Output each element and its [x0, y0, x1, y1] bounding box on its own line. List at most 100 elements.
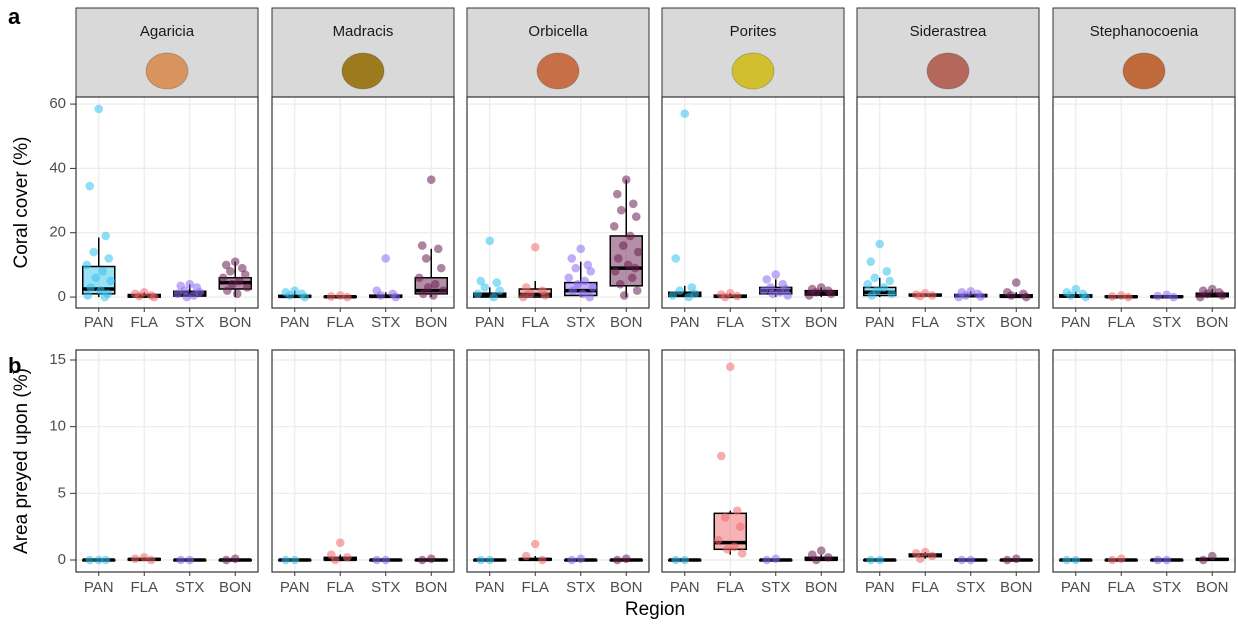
point	[427, 554, 436, 563]
point	[219, 273, 228, 282]
point	[783, 291, 792, 300]
figure: aCoral cover (%)0204060AgariciaPANFLASTX…	[0, 0, 1238, 624]
x-tick-label: FLA	[521, 579, 549, 596]
point	[714, 536, 723, 545]
point	[721, 293, 730, 302]
plot-bg	[467, 350, 649, 572]
x-tick-label: FLA	[716, 579, 744, 596]
x-tick-label: STX	[566, 579, 595, 596]
y-tick-label: 40	[49, 159, 66, 176]
point	[331, 556, 340, 565]
point	[576, 245, 585, 254]
point	[381, 254, 390, 263]
point	[1012, 278, 1021, 287]
x-tick-label: STX	[566, 314, 595, 331]
point	[870, 273, 879, 282]
x-tick-label: STX	[371, 314, 400, 331]
point	[343, 293, 352, 302]
x-tick-label: STX	[956, 314, 985, 331]
point	[86, 283, 95, 292]
x-tick-label: BON	[805, 314, 838, 331]
point	[492, 278, 501, 287]
point	[419, 290, 428, 299]
point	[182, 293, 191, 302]
point	[226, 267, 235, 276]
point	[827, 290, 836, 299]
point	[285, 291, 294, 300]
y-axis-title: Coral cover (%)	[11, 137, 32, 269]
point	[427, 175, 436, 184]
point	[759, 286, 768, 295]
x-tick-label: BON	[610, 579, 643, 596]
x-tick-label: STX	[1152, 579, 1181, 596]
point	[619, 241, 628, 250]
point	[327, 292, 336, 301]
point	[1153, 292, 1162, 301]
point	[626, 232, 635, 241]
point	[633, 286, 642, 295]
point	[957, 556, 966, 565]
point	[1007, 291, 1016, 300]
point	[817, 546, 826, 555]
point	[1062, 556, 1071, 565]
point	[738, 549, 747, 558]
point	[616, 280, 625, 289]
point	[629, 199, 638, 208]
point	[721, 513, 730, 522]
point	[1108, 556, 1117, 565]
point	[928, 552, 937, 561]
x-tick-label: FLA	[716, 314, 744, 331]
point	[586, 267, 595, 276]
y-tick-label: 60	[49, 95, 66, 112]
point	[531, 540, 540, 549]
coral-icon	[342, 53, 384, 89]
point	[866, 257, 875, 266]
x-tick-label: PAN	[865, 314, 895, 331]
point	[135, 292, 144, 301]
point	[723, 545, 732, 554]
point	[281, 556, 290, 565]
x-tick-label: STX	[761, 314, 790, 331]
point	[489, 293, 498, 302]
x-tick-label: PAN	[280, 314, 310, 331]
point	[522, 552, 531, 561]
plot-bg	[662, 97, 844, 308]
x-tick-label: BON	[1196, 579, 1229, 596]
point	[1117, 554, 1126, 563]
point	[916, 554, 925, 563]
y-tick-label: 15	[49, 351, 66, 368]
point	[231, 257, 240, 266]
point	[1218, 291, 1227, 300]
point	[290, 556, 299, 565]
point	[585, 293, 594, 302]
point	[1071, 556, 1080, 565]
point	[83, 291, 92, 300]
point	[422, 254, 431, 263]
y-tick-label: 5	[58, 484, 66, 501]
x-tick-label: STX	[956, 579, 985, 596]
point	[429, 291, 438, 300]
x-tick-label: PAN	[84, 314, 114, 331]
point	[495, 286, 504, 295]
plot-bg	[272, 350, 454, 572]
point	[875, 556, 884, 565]
x-tick-label: BON	[415, 579, 448, 596]
point	[101, 232, 110, 241]
point	[568, 286, 577, 295]
point	[372, 556, 381, 565]
point	[717, 452, 726, 461]
point	[231, 554, 240, 563]
plot-bg	[272, 97, 454, 308]
x-tick-label: PAN	[1061, 314, 1091, 331]
facet-title: Porites	[730, 23, 777, 40]
point	[733, 506, 742, 515]
point	[104, 254, 113, 263]
point	[1199, 556, 1208, 565]
facet-title: Orbicella	[528, 23, 588, 40]
y-tick-label: 10	[49, 418, 66, 435]
x-tick-label: PAN	[670, 579, 700, 596]
point	[106, 277, 115, 286]
point	[622, 175, 631, 184]
x-tick-label: PAN	[1061, 579, 1091, 596]
point	[300, 293, 309, 302]
